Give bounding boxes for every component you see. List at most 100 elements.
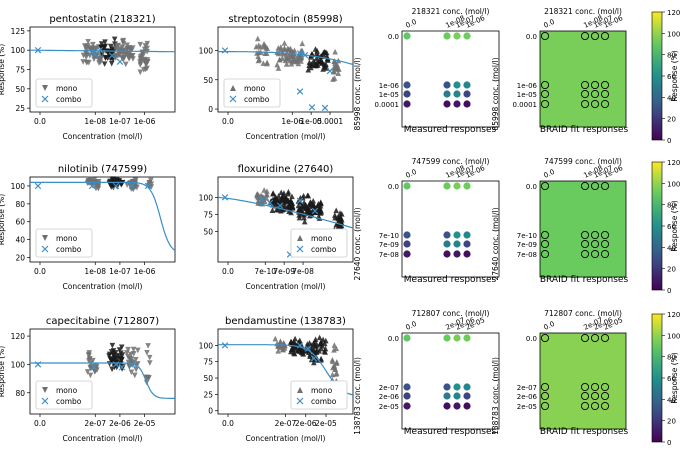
row0-drug-b-combo-point [326, 67, 334, 75]
row1-drug-b-fit-curve [217, 196, 354, 229]
row2-fit-title: BRAID fit responses [540, 427, 629, 437]
row2-drug-a-mono-point [87, 372, 94, 379]
row1-drug-a-xtick-label: 1e-06 [134, 267, 156, 276]
colorbar-tick-label: 20 [667, 116, 676, 124]
colorbar-tick-label: 100 [667, 332, 680, 340]
row0-drug-a-legend [35, 78, 93, 108]
row0-drug-a-mono-point [83, 54, 89, 61]
row0-measured-cell [463, 32, 471, 40]
row0-drug-a-mono-point [120, 40, 127, 47]
row1-drug-a-ytick-label: 20 [15, 254, 25, 263]
row0-drug-b-mono-point [283, 53, 289, 59]
row0-drug-a-mono-point [119, 55, 126, 62]
row1-fit-cell [580, 181, 590, 191]
row1-drug-b-mono-point [275, 192, 282, 199]
row0-drug-b-mono-point [281, 40, 288, 46]
row1-drug-b-mono-point [315, 206, 322, 213]
row0-fit-row-tick: 1e-06 [517, 82, 538, 90]
row1-fit-cell [540, 230, 550, 240]
row1-measured-cell [403, 240, 411, 248]
row0-drug-b-legend-mono-label: mono [244, 84, 266, 93]
row0-drug-a-mono-point [84, 59, 90, 66]
row1-drug-b-mono-point [301, 214, 307, 221]
row0-drug-a-mono-point [137, 55, 144, 62]
row1-fit-cell [580, 230, 590, 240]
row0-fit-cell [540, 80, 550, 90]
row2-drug-a-mono-point [108, 357, 114, 363]
row1-drug-a-mono-point [94, 182, 100, 189]
row0-drug-a-mono-point [101, 61, 108, 67]
row0-drug-b-mono-point [288, 60, 295, 67]
row1-drug-b-mono-point [333, 207, 339, 214]
row0-measured-cell [403, 32, 411, 40]
row0-drug-a-ytick-label: 25 [15, 104, 25, 113]
row2-drug-a-mono-point [132, 356, 139, 363]
colorbar-tick-label: 20 [667, 418, 676, 426]
row2-drug-a-legend-combo-marker [41, 397, 49, 405]
row1-drug-b-mono-point [306, 208, 313, 215]
row2-drug-a-mono-point [91, 365, 97, 372]
colorbar [651, 313, 663, 443]
row1-fit-cell [580, 249, 590, 259]
row2-drug-b-mono-point [290, 349, 297, 356]
row0-drug-a-mono-point [144, 57, 151, 63]
row1-drug-b-legend-mono-label: mono [311, 234, 333, 243]
row0-fit-row-tick: 1e-05 [517, 91, 537, 99]
row2-measured-cell [443, 383, 451, 391]
row2-drug-b-ytick-label: 75 [203, 358, 213, 367]
row1-fit-title: BRAID fit responses [540, 275, 629, 285]
row0-measured-cell [463, 100, 471, 108]
row1-drug-b-mono-point [289, 193, 295, 200]
row1-drug-b-mono-point [289, 203, 296, 210]
row1-drug-b-combo-point [258, 196, 266, 203]
row2-measured-side-label: 138783 conc. (mol/l) [353, 357, 362, 435]
row2-drug-a-mono-point [131, 351, 137, 357]
row2-measured-cell [463, 334, 471, 342]
row0-drug-a-mono-point [81, 43, 88, 49]
row0-drug-a-mono-point [144, 65, 150, 72]
row0-measured-row-tick: 1e-05 [379, 91, 399, 99]
row1-drug-b-mono-point [337, 214, 344, 221]
row1-drug-b-mono-point [284, 203, 291, 210]
colorbar-tick-label: 60 [667, 223, 676, 231]
row1-measured-cell [453, 231, 461, 239]
row2-drug-a-mono-point [130, 346, 137, 353]
row1-measured-col-tick: 0.0 [404, 168, 417, 180]
row0-drug-b-frame [217, 26, 354, 113]
row2-drug-a-mono-point [85, 351, 92, 358]
figure-row-1: nilotinib (747599) Concentration (mol/l) R… [0, 157, 680, 295]
row0-drug-b-mono-point [307, 54, 314, 60]
row1-fit-cell [600, 239, 610, 249]
row2-drug-b-mono-point [300, 350, 307, 357]
row2-drug-b-mono-point [333, 371, 339, 377]
row0-drug-b-mono-point [313, 55, 320, 61]
row1-measured-top-label: 747599 conc. (mol/l) [412, 157, 490, 166]
colorbar-tick-label: 0 [667, 439, 671, 447]
row1-drug-b-legend-combo-marker [296, 245, 304, 253]
row0-drug-b-mono-point [260, 60, 267, 66]
row1-fit-cell [540, 239, 550, 249]
row2-drug-a-mono-point [125, 353, 131, 360]
figure-row-0: pentostatin (218321) Concentration (mol/l… [0, 7, 680, 145]
row1-drug-a-combo-point [88, 182, 96, 190]
row2-fit-col-tick: 0.0 [542, 320, 555, 332]
row2-fit-cell [600, 391, 610, 401]
row2-measured-top-label: 712807 conc. (mol/l) [412, 309, 490, 318]
row0-drug-b-ytick-label: 0 [208, 105, 213, 114]
row0-fit-cell [580, 89, 590, 99]
row0-drug-b-mono-point [332, 60, 338, 67]
row0-drug-a-mono-point [102, 55, 109, 61]
row0-drug-a-mono-point [137, 41, 144, 48]
row2-drug-b-xtick-label: 2e-05 [315, 419, 337, 428]
row1-drug-a-mono-point [91, 177, 98, 183]
row0-drug-a-xlabel: Concentration (mol/l) [63, 132, 143, 141]
row1-drug-a-ytick-label: 100 [11, 182, 26, 191]
row2-measured-cell [403, 383, 411, 391]
row2-drug-b-ytick-label: 25 [203, 390, 213, 399]
row0-drug-b-ytick-label: 50 [203, 76, 213, 85]
row2-drug-b-mono-point [316, 334, 323, 341]
row0-drug-b-mono-point [313, 51, 320, 57]
row0-measured-cell [403, 90, 411, 98]
row1-measured-title: Measured responses [404, 275, 497, 285]
row1-drug-b-mono-point [263, 195, 270, 201]
